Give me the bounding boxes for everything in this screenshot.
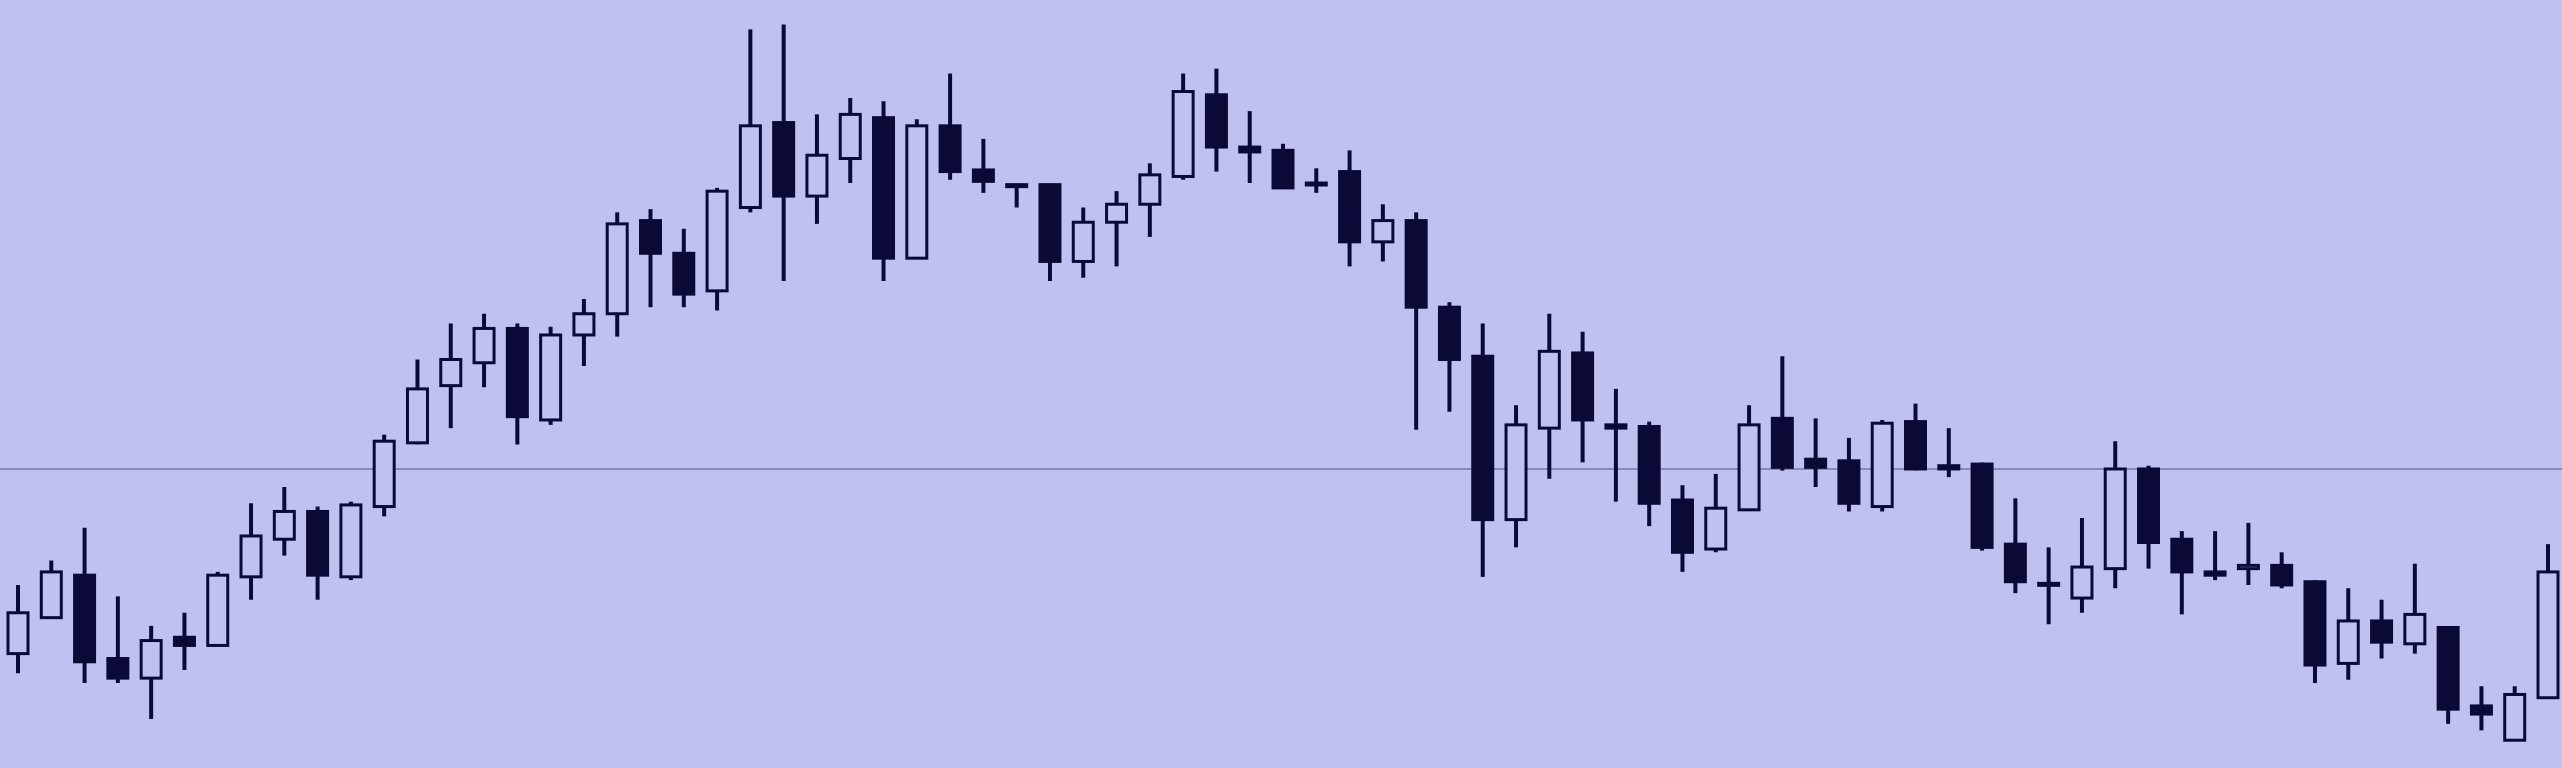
- candle-body: [938, 124, 962, 174]
- candle-body: [971, 168, 995, 183]
- candle-body: [2103, 467, 2127, 571]
- candle-body: [1471, 354, 1495, 522]
- candle-body: [539, 333, 563, 422]
- candle-body: [1637, 424, 1661, 505]
- candle-body: [1404, 219, 1428, 309]
- candle-body: [572, 312, 596, 337]
- candle-body: [1770, 416, 1794, 469]
- candle-body: [2469, 704, 2493, 716]
- candle-body: [1005, 183, 1029, 189]
- candle-body: [505, 326, 529, 419]
- candle-body: [2403, 612, 2427, 646]
- candle-body: [139, 639, 163, 680]
- candle-body: [439, 357, 463, 388]
- candle-body: [805, 153, 829, 198]
- candle-body: [372, 439, 396, 509]
- candle-body: [2236, 563, 2260, 571]
- candle-body: [1737, 423, 1761, 512]
- candle-body: [2137, 467, 2161, 545]
- candle-body: [1571, 351, 1595, 422]
- candle-body: [672, 251, 696, 296]
- candle-body: [2270, 563, 2294, 587]
- candle-body: [2503, 692, 2527, 742]
- candle-body: [472, 326, 496, 365]
- candle-body: [339, 503, 363, 579]
- candle-body: [605, 222, 629, 316]
- candle-body: [2070, 565, 2094, 600]
- candle-body: [1204, 93, 1228, 149]
- candle-body: [872, 116, 896, 260]
- candle-body: [1504, 423, 1528, 522]
- candle-body: [1537, 349, 1561, 430]
- candle-body: [1870, 421, 1894, 509]
- candle-body: [106, 657, 130, 680]
- candle-body: [2303, 580, 2327, 667]
- candle-body: [272, 509, 296, 541]
- candle-body: [1904, 420, 1927, 471]
- candle-body: [306, 509, 330, 577]
- candle-body: [1604, 423, 1628, 430]
- candle-body: [1804, 457, 1828, 469]
- candle-body: [2536, 570, 2560, 700]
- candle-body: [73, 573, 97, 664]
- candle-body: [1271, 148, 1295, 190]
- candle-body: [2436, 625, 2460, 711]
- candle-body: [1038, 183, 1062, 263]
- candle-body: [405, 387, 429, 445]
- candle-body: [1138, 173, 1162, 206]
- candle-body: [1105, 202, 1129, 224]
- candle-body: [1437, 305, 1461, 361]
- candle-body: [172, 635, 196, 647]
- candle-body: [1304, 181, 1328, 187]
- candle-body: [1338, 170, 1362, 244]
- candle-body: [1837, 459, 1861, 505]
- candle-body: [2037, 581, 2061, 587]
- candle-body: [1670, 498, 1694, 554]
- candle-body: [2170, 537, 2194, 574]
- candle-body: [1071, 220, 1095, 263]
- candle-body: [838, 112, 862, 161]
- candle-body: [1970, 462, 1994, 549]
- candle-body: [206, 573, 230, 647]
- candle-body: [705, 189, 729, 293]
- candle-body: [905, 124, 929, 260]
- candle-body: [2203, 570, 2227, 577]
- candle-body: [1704, 506, 1728, 551]
- candle-body: [6, 611, 30, 656]
- candle-body: [1937, 464, 1961, 471]
- candle-body: [1238, 145, 1262, 154]
- candle-body: [239, 534, 263, 579]
- candle-body: [2336, 619, 2360, 665]
- candle-body: [2370, 619, 2394, 644]
- candle-body: [1171, 90, 1195, 178]
- candle-body: [738, 124, 762, 210]
- candle-body: [639, 219, 662, 255]
- candle-body: [2003, 542, 2027, 584]
- candle-body: [772, 121, 796, 198]
- candle-body: [39, 570, 63, 620]
- candle-body: [1371, 219, 1395, 244]
